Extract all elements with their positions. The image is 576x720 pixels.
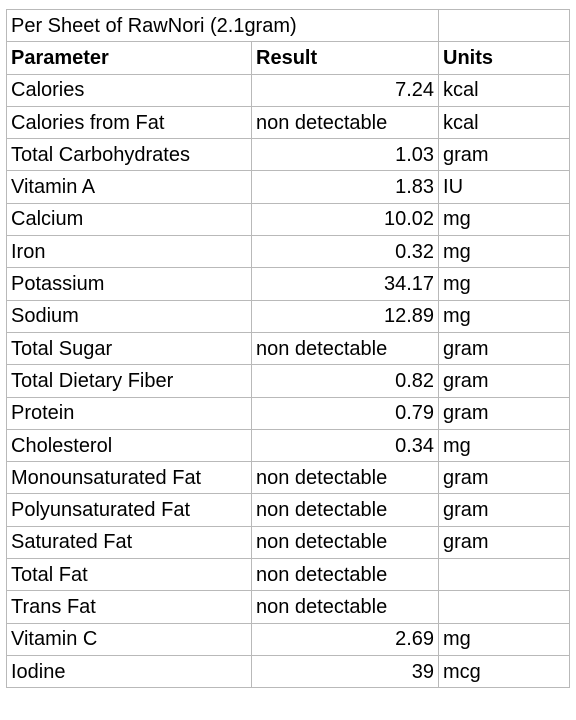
units-cell: mg — [438, 202, 571, 237]
result-cell: non detectable — [250, 461, 440, 495]
units-cell: IU — [438, 170, 571, 204]
table-row: Cholesterol 0.34 mg — [6, 428, 571, 463]
title-row: Per Sheet of RawNori (2.1gram) — [5, 8, 571, 43]
result-cell: 0.34 — [250, 428, 440, 463]
parameter-cell: Total Carbohydrates — [6, 138, 252, 172]
units-cell — [438, 590, 571, 624]
units-cell: kcal — [438, 73, 571, 107]
units-cell — [438, 558, 571, 592]
parameter-cell: Iodine — [6, 654, 252, 689]
result-cell: non detectable — [250, 331, 440, 366]
table-row: Vitamin A 1.83 IU — [6, 170, 571, 204]
result-cell: 7.24 — [250, 73, 440, 107]
parameter-cell: Potassium — [6, 267, 252, 301]
parameter-cell: Total Dietary Fiber — [6, 364, 252, 398]
spreadsheet: Per Sheet of RawNori (2.1gram) Parameter… — [5, 8, 571, 689]
parameter-cell: Vitamin C — [6, 622, 252, 656]
units-cell: gram — [438, 364, 571, 398]
units-cell: gram — [438, 525, 571, 560]
units-cell: mg — [438, 235, 571, 269]
table-body: Per Sheet of RawNori (2.1gram) Parameter… — [5, 8, 571, 689]
result-cell: 12.89 — [250, 299, 440, 333]
table-row: Trans Fat non detectable — [6, 590, 571, 624]
parameter-cell: Monounsaturated Fat — [6, 461, 252, 495]
result-cell: 0.32 — [250, 235, 440, 269]
result-cell: 0.82 — [250, 364, 440, 398]
table-row: Calcium 10.02 mg — [6, 202, 571, 237]
result-cell: non detectable — [250, 525, 440, 560]
parameter-cell: Vitamin A — [6, 170, 252, 204]
parameter-cell: Iron — [6, 235, 252, 269]
table-row: Total Dietary Fiber 0.82 gram — [6, 364, 571, 398]
parameter-cell: Trans Fat — [6, 590, 252, 624]
table-title: Per Sheet of RawNori (2.1gram) — [5, 8, 440, 43]
table-row: Potassium 34.17 mg — [6, 267, 571, 301]
result-cell: 34.17 — [250, 267, 440, 301]
units-cell: gram — [438, 396, 571, 430]
result-cell: non detectable — [250, 558, 440, 592]
table-row: Polyunsaturated Fat non detectable gram — [6, 493, 571, 527]
table-row: Iodine 39 mcg — [6, 654, 571, 689]
result-cell: 1.83 — [250, 170, 440, 204]
table-row: Calories 7.24 kcal — [6, 73, 571, 107]
table-row: Total Sugar non detectable gram — [6, 331, 571, 366]
units-cell: gram — [438, 331, 571, 366]
parameter-cell: Calories — [6, 73, 252, 107]
table-row: Total Fat non detectable — [6, 558, 571, 592]
result-cell: non detectable — [250, 105, 440, 140]
parameter-cell: Calcium — [6, 202, 252, 237]
parameter-cell: Total Fat — [6, 558, 252, 592]
parameter-cell: Saturated Fat — [6, 525, 252, 560]
parameter-cell: Cholesterol — [6, 428, 252, 463]
units-cell: mcg — [438, 654, 571, 689]
units-cell: mg — [438, 267, 571, 301]
table-row: Calories from Fat non detectable kcal — [6, 105, 571, 140]
result-cell: 0.79 — [250, 396, 440, 430]
table-row: Saturated Fat non detectable gram — [6, 525, 571, 560]
result-cell: 1.03 — [250, 138, 440, 172]
units-cell: mg — [438, 622, 571, 656]
result-cell: 10.02 — [250, 202, 440, 237]
parameter-cell: Protein — [6, 396, 252, 430]
header-parameter: Parameter — [6, 41, 252, 75]
parameter-cell: Sodium — [6, 299, 252, 333]
units-cell: mg — [438, 428, 571, 463]
nutrition-table: Per Sheet of RawNori (2.1gram) Parameter… — [5, 8, 571, 689]
result-cell: non detectable — [250, 493, 440, 527]
header-units: Units — [438, 41, 571, 75]
table-row: Sodium 12.89 mg — [6, 299, 571, 333]
parameter-cell: Polyunsaturated Fat — [6, 493, 252, 527]
table-row: Total Carbohydrates 1.03 gram — [6, 138, 571, 172]
units-cell: gram — [438, 138, 571, 172]
title-empty-cell — [438, 8, 571, 43]
units-cell: kcal — [438, 105, 571, 140]
table-row: Protein 0.79 gram — [6, 396, 571, 430]
parameter-cell: Total Sugar — [6, 331, 252, 366]
header-row: Parameter Result Units — [6, 41, 571, 75]
table-row: Vitamin C 2.69 mg — [6, 622, 571, 656]
units-cell: mg — [438, 299, 571, 333]
result-cell: non detectable — [250, 590, 440, 624]
parameter-cell: Calories from Fat — [6, 105, 252, 140]
result-cell: 39 — [250, 654, 440, 689]
result-cell: 2.69 — [250, 622, 440, 656]
units-cell: gram — [438, 493, 571, 527]
units-cell: gram — [438, 461, 571, 495]
header-result: Result — [250, 41, 440, 75]
table-row: Monounsaturated Fat non detectable gram — [6, 461, 571, 495]
table-row: Iron 0.32 mg — [6, 235, 571, 269]
